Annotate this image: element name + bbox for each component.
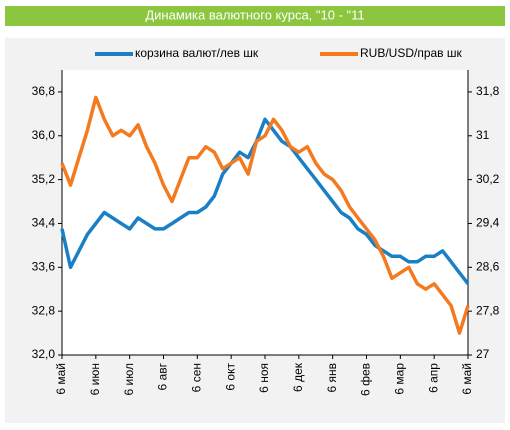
y2-tick-label: 31 <box>476 128 490 142</box>
x-tick-label: 6 июл <box>122 363 136 395</box>
x-tick-label: 6 окт <box>223 362 237 390</box>
y-tick-label: 32,0 <box>32 347 56 361</box>
y-tick-label: 34,4 <box>32 216 56 230</box>
y-tick-label: 33,6 <box>32 259 56 273</box>
x-tick-label: 6 авг <box>156 362 170 390</box>
x-tick-label: 6 фев <box>359 363 373 396</box>
y2-tick-label: 27 <box>476 347 490 361</box>
x-tick-label: 6 мар <box>393 363 407 395</box>
y-tick-label: 32,8 <box>32 303 56 317</box>
x-tick-label: 6 сен <box>190 363 204 392</box>
x-tick-label: 6 апр <box>426 363 440 393</box>
y2-tick-label: 31,8 <box>476 84 500 98</box>
y2-tick-label: 28,6 <box>476 259 500 273</box>
y2-tick-label: 29,4 <box>476 216 500 230</box>
series-line <box>60 117 470 285</box>
legend-label: RUB/USD/прав шк <box>360 46 463 60</box>
x-tick-label: 6 дек <box>291 362 305 392</box>
y-tick-label: 35,2 <box>32 172 56 186</box>
legend-label: корзина валют/лев шк <box>135 46 259 60</box>
series-line <box>60 95 470 335</box>
y-tick-label: 36,8 <box>32 84 56 98</box>
y-tick-label: 36,0 <box>32 128 56 142</box>
plot-area <box>62 70 468 355</box>
x-tick-label: 6 май <box>460 363 474 395</box>
chart-title: Динамика валютного курса, "10 - "11 <box>145 7 364 22</box>
x-tick-label: 6 май <box>54 363 68 395</box>
x-tick-label: 6 июн <box>88 363 102 395</box>
x-tick-label: 6 янв <box>325 363 339 393</box>
title-bar <box>5 6 505 26</box>
x-tick-label: 6 ноя <box>257 363 271 393</box>
y2-tick-label: 27,8 <box>476 303 500 317</box>
y2-tick-label: 30,2 <box>476 172 500 186</box>
